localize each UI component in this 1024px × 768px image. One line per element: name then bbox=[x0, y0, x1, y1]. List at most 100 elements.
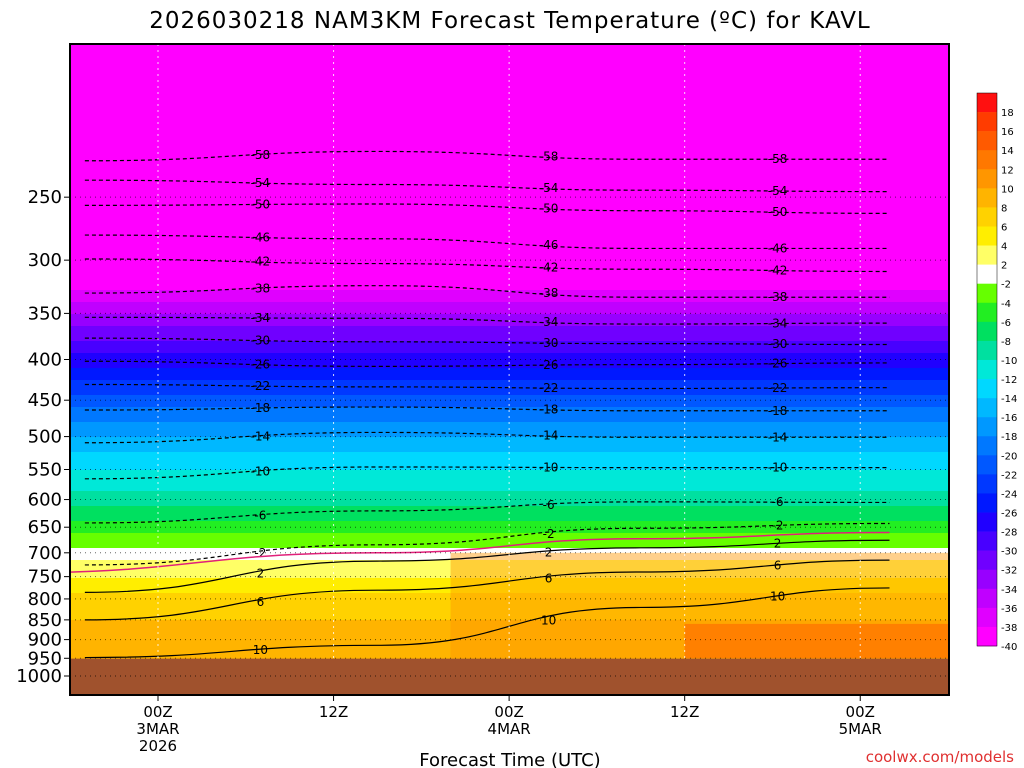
isotherm-label: -14 bbox=[768, 430, 788, 444]
y-tick-label: 350 bbox=[28, 303, 62, 324]
field-band bbox=[70, 605, 949, 609]
field-band bbox=[70, 629, 949, 633]
field-band bbox=[70, 377, 949, 381]
y-tick-label: 500 bbox=[28, 427, 62, 448]
field-band bbox=[70, 539, 949, 543]
field-band bbox=[70, 245, 949, 249]
field-band bbox=[70, 353, 949, 357]
colorbar-cell bbox=[977, 379, 997, 399]
colorbar-label: -8 bbox=[1001, 337, 1011, 348]
isotherm-label: -22 bbox=[539, 381, 559, 395]
field-band bbox=[70, 275, 949, 279]
colorbar-cell bbox=[977, 188, 997, 208]
field-band bbox=[70, 587, 949, 591]
field-band bbox=[70, 299, 949, 303]
y-tick-label: 1000 bbox=[16, 666, 62, 687]
field-band bbox=[70, 623, 949, 627]
field-band bbox=[70, 557, 949, 561]
field-band bbox=[70, 137, 949, 141]
colorbar-label: 18 bbox=[1001, 108, 1014, 119]
y-tick-label: 450 bbox=[28, 390, 62, 411]
field-band bbox=[70, 431, 949, 435]
field-band bbox=[70, 167, 949, 171]
isotherm-label: -30 bbox=[539, 336, 559, 350]
colorbar-label: -34 bbox=[1001, 585, 1017, 596]
colorbar-label: -36 bbox=[1001, 604, 1017, 615]
field-band bbox=[70, 509, 949, 513]
isotherm--58 bbox=[84, 150, 890, 162]
isotherm-label: -18 bbox=[251, 401, 271, 415]
colorbar-cell bbox=[977, 512, 997, 532]
field-band bbox=[70, 581, 949, 585]
isotherm-label: -22 bbox=[251, 379, 271, 393]
field-band bbox=[70, 533, 949, 537]
field-band bbox=[70, 269, 949, 273]
plot-area: -58 -58 -58 -54 -54 -54 -50 -50 -50 -46 -46 -46 -42 -… bbox=[70, 44, 949, 695]
isotherm-label: 6 bbox=[774, 558, 782, 572]
field-band bbox=[70, 281, 949, 285]
colorbar-label: -4 bbox=[1001, 299, 1011, 310]
colorbar-label: 10 bbox=[1001, 184, 1014, 195]
field-band bbox=[70, 425, 949, 429]
y-tick-label: 600 bbox=[28, 490, 62, 511]
field-band bbox=[70, 653, 949, 657]
field-band bbox=[70, 647, 949, 651]
y-tick-label: 650 bbox=[28, 517, 62, 538]
y-tick-label: 900 bbox=[28, 630, 62, 651]
y-axis: 2503003504004505005506006507007508008509… bbox=[16, 187, 70, 687]
colorbar-cell bbox=[977, 131, 997, 151]
isotherm-label: -30 bbox=[768, 337, 788, 351]
colorbar-label: -38 bbox=[1001, 623, 1017, 634]
colorbar-label: -40 bbox=[1001, 642, 1017, 653]
isotherm--54 bbox=[84, 179, 890, 193]
isotherm-label: -14 bbox=[539, 429, 559, 443]
field-band bbox=[70, 119, 949, 123]
y-tick-label: 400 bbox=[28, 350, 62, 371]
isotherm--34 bbox=[84, 316, 890, 325]
isotherm--26 bbox=[84, 360, 890, 367]
freezing-line bbox=[70, 531, 890, 573]
colorbar-label: -22 bbox=[1001, 470, 1017, 481]
field-band bbox=[70, 155, 949, 159]
isotherm-label: -38 bbox=[539, 286, 559, 300]
field-band bbox=[70, 113, 949, 117]
colorbar-cell bbox=[977, 474, 997, 494]
field-band bbox=[70, 359, 949, 363]
field-band bbox=[70, 527, 949, 531]
isotherm--6 bbox=[84, 501, 890, 524]
field-band bbox=[70, 47, 949, 51]
field-band bbox=[70, 233, 949, 237]
field-band bbox=[70, 341, 949, 345]
x-tick-label: 3MAR bbox=[136, 720, 179, 738]
field-band bbox=[70, 227, 949, 231]
field-band bbox=[70, 467, 949, 471]
isotherm-label: -2 bbox=[543, 527, 555, 541]
colorbar-cell bbox=[977, 302, 997, 323]
colorbar-label: 2 bbox=[1001, 261, 1007, 272]
colorbar-cell bbox=[977, 207, 997, 227]
isotherm-label: 6 bbox=[545, 571, 553, 585]
colorbar-label: -26 bbox=[1001, 509, 1017, 520]
isotherm-label: -26 bbox=[768, 357, 788, 371]
colorbar-label: -24 bbox=[1001, 489, 1017, 500]
field-band bbox=[70, 503, 949, 507]
isotherm-label: 10 bbox=[541, 614, 556, 628]
y-tick-label: 250 bbox=[28, 187, 62, 208]
field-band bbox=[70, 413, 949, 417]
field-band bbox=[70, 617, 949, 621]
field-band bbox=[70, 641, 949, 645]
field-band bbox=[70, 77, 949, 81]
isotherm-label: -6 bbox=[543, 498, 555, 512]
field-band bbox=[70, 257, 949, 261]
isotherm-label: -26 bbox=[539, 358, 559, 372]
field-band bbox=[70, 455, 949, 459]
isotherm--42 bbox=[84, 258, 890, 273]
field-band bbox=[70, 635, 949, 639]
colorbar-label: -18 bbox=[1001, 432, 1017, 443]
field-band bbox=[70, 443, 949, 447]
isotherm-label: -46 bbox=[768, 241, 788, 255]
colorbar-label: 6 bbox=[1001, 222, 1007, 233]
warmest-air-region bbox=[684, 623, 949, 659]
isotherm-label: -22 bbox=[768, 381, 788, 395]
field-band bbox=[70, 317, 949, 321]
